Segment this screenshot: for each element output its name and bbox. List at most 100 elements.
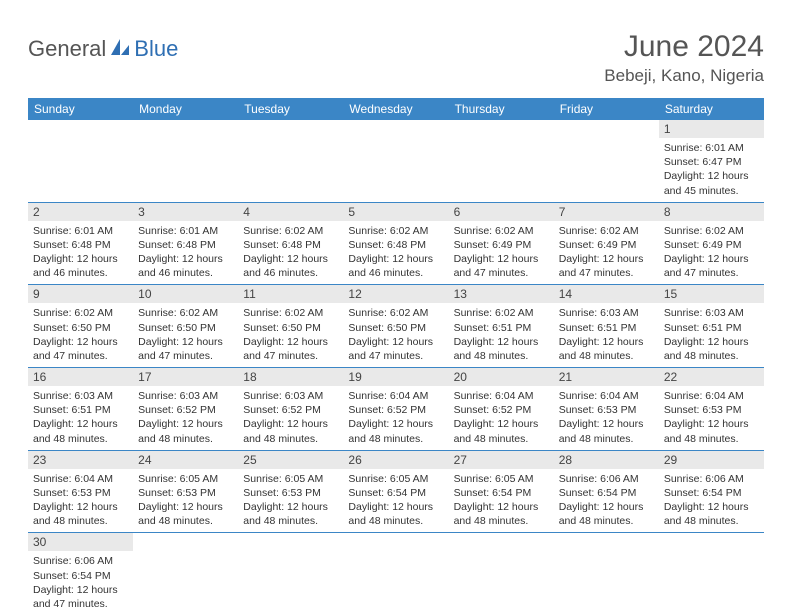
day-info: Sunrise: 6:04 AMSunset: 6:53 PMDaylight:… xyxy=(659,386,764,450)
calendar-table: SundayMondayTuesdayWednesdayThursdayFrid… xyxy=(28,98,764,615)
day-number: 26 xyxy=(343,451,448,469)
weekday-header: Saturday xyxy=(659,98,764,120)
weekday-header: Monday xyxy=(133,98,238,120)
calendar-cell-empty xyxy=(449,533,554,615)
calendar-cell: 8Sunrise: 6:02 AMSunset: 6:49 PMDaylight… xyxy=(659,202,764,285)
weekday-header-row: SundayMondayTuesdayWednesdayThursdayFrid… xyxy=(28,98,764,120)
weekday-header: Friday xyxy=(554,98,659,120)
day-info: Sunrise: 6:02 AMSunset: 6:48 PMDaylight:… xyxy=(343,221,448,285)
calendar-cell: 15Sunrise: 6:03 AMSunset: 6:51 PMDayligh… xyxy=(659,285,764,368)
day-number: 13 xyxy=(449,285,554,303)
page-header: General Blue June 2024 Bebeji, Kano, Nig… xyxy=(28,30,764,86)
calendar-cell: 25Sunrise: 6:05 AMSunset: 6:53 PMDayligh… xyxy=(238,450,343,533)
calendar-cell: 4Sunrise: 6:02 AMSunset: 6:48 PMDaylight… xyxy=(238,202,343,285)
day-info: Sunrise: 6:03 AMSunset: 6:52 PMDaylight:… xyxy=(133,386,238,450)
calendar-cell: 26Sunrise: 6:05 AMSunset: 6:54 PMDayligh… xyxy=(343,450,448,533)
calendar-cell-empty xyxy=(133,533,238,615)
day-number: 23 xyxy=(28,451,133,469)
calendar-cell: 20Sunrise: 6:04 AMSunset: 6:52 PMDayligh… xyxy=(449,368,554,451)
day-number: 24 xyxy=(133,451,238,469)
day-number: 1 xyxy=(659,120,764,138)
day-number: 22 xyxy=(659,368,764,386)
day-info: Sunrise: 6:02 AMSunset: 6:48 PMDaylight:… xyxy=(238,221,343,285)
day-info: Sunrise: 6:02 AMSunset: 6:50 PMDaylight:… xyxy=(133,303,238,367)
calendar-cell: 14Sunrise: 6:03 AMSunset: 6:51 PMDayligh… xyxy=(554,285,659,368)
brand-text-general: General xyxy=(28,36,106,62)
calendar-cell: 24Sunrise: 6:05 AMSunset: 6:53 PMDayligh… xyxy=(133,450,238,533)
day-info: Sunrise: 6:05 AMSunset: 6:54 PMDaylight:… xyxy=(343,469,448,533)
brand-sail-icon xyxy=(109,37,131,62)
calendar-cell: 10Sunrise: 6:02 AMSunset: 6:50 PMDayligh… xyxy=(133,285,238,368)
calendar-row: 2Sunrise: 6:01 AMSunset: 6:48 PMDaylight… xyxy=(28,202,764,285)
day-info: Sunrise: 6:05 AMSunset: 6:54 PMDaylight:… xyxy=(449,469,554,533)
day-number: 14 xyxy=(554,285,659,303)
day-info: Sunrise: 6:04 AMSunset: 6:52 PMDaylight:… xyxy=(343,386,448,450)
calendar-cell: 30Sunrise: 6:06 AMSunset: 6:54 PMDayligh… xyxy=(28,533,133,615)
day-info: Sunrise: 6:02 AMSunset: 6:50 PMDaylight:… xyxy=(28,303,133,367)
day-info: Sunrise: 6:05 AMSunset: 6:53 PMDaylight:… xyxy=(133,469,238,533)
location-subtitle: Bebeji, Kano, Nigeria xyxy=(604,66,764,86)
day-info: Sunrise: 6:04 AMSunset: 6:53 PMDaylight:… xyxy=(28,469,133,533)
weekday-header: Tuesday xyxy=(238,98,343,120)
day-info: Sunrise: 6:04 AMSunset: 6:53 PMDaylight:… xyxy=(554,386,659,450)
calendar-cell: 19Sunrise: 6:04 AMSunset: 6:52 PMDayligh… xyxy=(343,368,448,451)
calendar-cell: 9Sunrise: 6:02 AMSunset: 6:50 PMDaylight… xyxy=(28,285,133,368)
day-number: 6 xyxy=(449,203,554,221)
calendar-row: 23Sunrise: 6:04 AMSunset: 6:53 PMDayligh… xyxy=(28,450,764,533)
calendar-cell-empty xyxy=(238,120,343,202)
calendar-cell: 6Sunrise: 6:02 AMSunset: 6:49 PMDaylight… xyxy=(449,202,554,285)
calendar-cell: 16Sunrise: 6:03 AMSunset: 6:51 PMDayligh… xyxy=(28,368,133,451)
month-title: June 2024 xyxy=(604,30,764,64)
day-number: 12 xyxy=(343,285,448,303)
day-info: Sunrise: 6:02 AMSunset: 6:50 PMDaylight:… xyxy=(238,303,343,367)
day-number: 19 xyxy=(343,368,448,386)
day-info: Sunrise: 6:02 AMSunset: 6:49 PMDaylight:… xyxy=(554,221,659,285)
day-info: Sunrise: 6:03 AMSunset: 6:51 PMDaylight:… xyxy=(28,386,133,450)
calendar-cell: 22Sunrise: 6:04 AMSunset: 6:53 PMDayligh… xyxy=(659,368,764,451)
day-info: Sunrise: 6:03 AMSunset: 6:52 PMDaylight:… xyxy=(238,386,343,450)
day-number: 8 xyxy=(659,203,764,221)
calendar-cell: 3Sunrise: 6:01 AMSunset: 6:48 PMDaylight… xyxy=(133,202,238,285)
day-number: 21 xyxy=(554,368,659,386)
calendar-cell: 23Sunrise: 6:04 AMSunset: 6:53 PMDayligh… xyxy=(28,450,133,533)
day-info: Sunrise: 6:04 AMSunset: 6:52 PMDaylight:… xyxy=(449,386,554,450)
calendar-row: 1Sunrise: 6:01 AMSunset: 6:47 PMDaylight… xyxy=(28,120,764,202)
day-number: 11 xyxy=(238,285,343,303)
brand-logo: General Blue xyxy=(28,30,178,62)
calendar-cell-empty xyxy=(28,120,133,202)
day-number: 17 xyxy=(133,368,238,386)
day-info: Sunrise: 6:01 AMSunset: 6:48 PMDaylight:… xyxy=(28,221,133,285)
calendar-cell: 12Sunrise: 6:02 AMSunset: 6:50 PMDayligh… xyxy=(343,285,448,368)
day-number: 3 xyxy=(133,203,238,221)
calendar-cell-empty xyxy=(554,120,659,202)
calendar-cell-empty xyxy=(343,120,448,202)
calendar-cell-empty xyxy=(238,533,343,615)
day-number: 18 xyxy=(238,368,343,386)
calendar-cell: 7Sunrise: 6:02 AMSunset: 6:49 PMDaylight… xyxy=(554,202,659,285)
day-number: 28 xyxy=(554,451,659,469)
day-info: Sunrise: 6:02 AMSunset: 6:49 PMDaylight:… xyxy=(659,221,764,285)
day-number: 9 xyxy=(28,285,133,303)
calendar-cell-empty xyxy=(554,533,659,615)
calendar-cell: 18Sunrise: 6:03 AMSunset: 6:52 PMDayligh… xyxy=(238,368,343,451)
title-block: June 2024 Bebeji, Kano, Nigeria xyxy=(604,30,764,86)
weekday-header: Thursday xyxy=(449,98,554,120)
calendar-thead: SundayMondayTuesdayWednesdayThursdayFrid… xyxy=(28,98,764,120)
calendar-cell: 28Sunrise: 6:06 AMSunset: 6:54 PMDayligh… xyxy=(554,450,659,533)
day-number: 29 xyxy=(659,451,764,469)
day-info: Sunrise: 6:03 AMSunset: 6:51 PMDaylight:… xyxy=(659,303,764,367)
day-info: Sunrise: 6:02 AMSunset: 6:51 PMDaylight:… xyxy=(449,303,554,367)
day-number: 5 xyxy=(343,203,448,221)
calendar-cell-empty xyxy=(659,533,764,615)
calendar-cell: 2Sunrise: 6:01 AMSunset: 6:48 PMDaylight… xyxy=(28,202,133,285)
day-number: 7 xyxy=(554,203,659,221)
day-info: Sunrise: 6:01 AMSunset: 6:47 PMDaylight:… xyxy=(659,138,764,202)
calendar-cell: 27Sunrise: 6:05 AMSunset: 6:54 PMDayligh… xyxy=(449,450,554,533)
calendar-body: 1Sunrise: 6:01 AMSunset: 6:47 PMDaylight… xyxy=(28,120,764,615)
calendar-cell-empty xyxy=(133,120,238,202)
day-number: 15 xyxy=(659,285,764,303)
calendar-cell-empty xyxy=(449,120,554,202)
day-info: Sunrise: 6:06 AMSunset: 6:54 PMDaylight:… xyxy=(659,469,764,533)
calendar-row: 9Sunrise: 6:02 AMSunset: 6:50 PMDaylight… xyxy=(28,285,764,368)
weekday-header: Sunday xyxy=(28,98,133,120)
